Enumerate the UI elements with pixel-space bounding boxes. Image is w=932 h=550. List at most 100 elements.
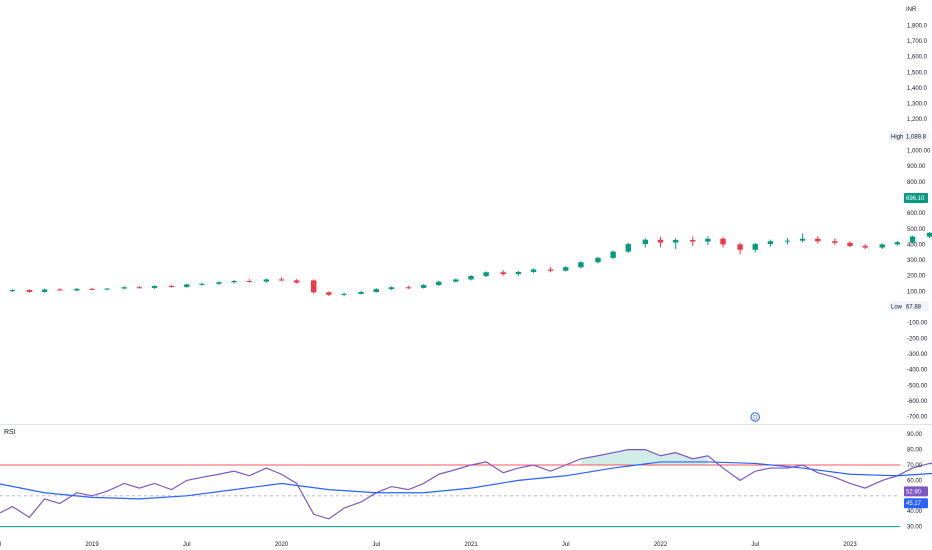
candle-body[interactable] bbox=[184, 284, 190, 287]
time-axis-label: Jul bbox=[0, 542, 1, 548]
candle-body[interactable] bbox=[705, 238, 711, 242]
candle-body[interactable] bbox=[610, 251, 616, 258]
candle-body[interactable] bbox=[216, 282, 222, 284]
candle-body[interactable] bbox=[515, 271, 522, 275]
rsi-value-label: 52.90 bbox=[906, 489, 922, 495]
candle-body[interactable] bbox=[625, 244, 631, 252]
candle-body[interactable] bbox=[468, 276, 474, 280]
price-axis-label: 1,600.0 bbox=[907, 55, 928, 61]
candle-body[interactable] bbox=[690, 240, 696, 242]
candle-body[interactable] bbox=[672, 240, 679, 243]
candle-body[interactable] bbox=[862, 245, 868, 248]
time-axis-label: Jul bbox=[183, 542, 191, 548]
price-axis[interactable]: 1,800.0 1,700.0 1,600.0 1,500.0 1,400.0 1,300… bbox=[904, 23, 931, 421]
price-axis-label: -600.00 bbox=[907, 399, 928, 405]
candle-body[interactable] bbox=[388, 287, 395, 290]
candle-body[interactable] bbox=[151, 286, 158, 288]
candle-body[interactable] bbox=[373, 289, 379, 292]
candle-body[interactable] bbox=[642, 239, 649, 245]
price-axis-label: 500.00 bbox=[907, 227, 926, 233]
price-axis-label: 900.00 bbox=[907, 164, 926, 170]
price-axis-label: 1,200.0 bbox=[907, 117, 928, 123]
price-axis-label: -100.00 bbox=[907, 321, 928, 327]
rsi-pane[interactable] bbox=[0, 440, 932, 528]
price-axis-label: -500.00 bbox=[907, 383, 928, 389]
candle-body[interactable] bbox=[530, 269, 537, 272]
candle-body[interactable] bbox=[341, 293, 347, 295]
time-axis-label: Jul bbox=[562, 542, 570, 548]
candle-body[interactable] bbox=[263, 279, 270, 282]
candle-body[interactable] bbox=[879, 244, 885, 248]
high-label: High bbox=[891, 134, 903, 140]
candle-body[interactable] bbox=[293, 280, 300, 283]
candle-body[interactable] bbox=[832, 241, 838, 243]
candle-body[interactable] bbox=[121, 287, 127, 289]
candle-body[interactable] bbox=[104, 288, 110, 290]
time-axis[interactable]: Jul2019Jul2020Jul2021Jul2022Jul2023Jul20… bbox=[0, 542, 932, 548]
candle-body[interactable] bbox=[894, 242, 901, 245]
candle-body[interactable] bbox=[420, 285, 427, 288]
candle-body[interactable] bbox=[74, 288, 80, 291]
candle-body[interactable] bbox=[752, 244, 758, 250]
candle-body[interactable] bbox=[246, 281, 252, 283]
candle-body[interactable] bbox=[26, 290, 33, 292]
candle-body[interactable] bbox=[547, 269, 554, 271]
price-pane[interactable] bbox=[0, 136, 932, 297]
time-axis-label: 2023 bbox=[843, 542, 857, 548]
price-axis-label: 600.00 bbox=[907, 211, 926, 217]
candle-body[interactable] bbox=[657, 239, 664, 243]
candle-body[interactable] bbox=[231, 281, 237, 283]
candle-body[interactable] bbox=[41, 289, 48, 292]
candle-body[interactable] bbox=[767, 241, 774, 245]
candle-body[interactable] bbox=[311, 280, 317, 293]
time-axis-label: Jul bbox=[372, 542, 380, 548]
last-price-tag bbox=[904, 193, 928, 204]
price-axis-label: 800.00 bbox=[907, 180, 926, 186]
candle-body[interactable] bbox=[847, 242, 853, 246]
candle-body[interactable] bbox=[9, 290, 16, 292]
price-axis-label: 1,700.0 bbox=[907, 39, 928, 45]
candle-body[interactable] bbox=[199, 283, 205, 285]
high-low-labels: High 1,089.8 Low 67.88 bbox=[889, 131, 929, 312]
candle-body[interactable] bbox=[57, 289, 63, 291]
rsi-line[interactable] bbox=[0, 440, 932, 520]
rsi-axis-label: 60.00 bbox=[907, 478, 923, 484]
event-markers: DDDEEEDEEEEEDESE bbox=[750, 412, 760, 422]
candle-body[interactable] bbox=[326, 292, 332, 295]
candle-body[interactable] bbox=[737, 244, 743, 250]
candle-body[interactable] bbox=[563, 267, 569, 271]
candle-body[interactable] bbox=[358, 291, 364, 294]
time-axis-label: 2022 bbox=[654, 542, 668, 548]
price-axis-label: 100.00 bbox=[907, 289, 926, 295]
price-axis-label: 400.00 bbox=[907, 242, 926, 248]
candle-body[interactable] bbox=[168, 286, 175, 288]
candle-body[interactable] bbox=[909, 236, 916, 243]
rsi-value-tag bbox=[904, 486, 928, 497]
candle-body[interactable] bbox=[436, 281, 442, 286]
candle-body[interactable] bbox=[500, 272, 506, 275]
rsi-ma-tag bbox=[904, 498, 928, 509]
candle-body[interactable] bbox=[926, 232, 932, 237]
candle-body[interactable] bbox=[815, 238, 821, 242]
time-axis-label: 2019 bbox=[85, 542, 99, 548]
price-axis-label: -200.00 bbox=[907, 336, 928, 342]
candle-body[interactable] bbox=[720, 238, 726, 245]
candle-body[interactable] bbox=[278, 279, 285, 281]
candle-body[interactable] bbox=[136, 287, 143, 289]
candle-body[interactable] bbox=[799, 238, 806, 241]
candle-body[interactable] bbox=[595, 257, 601, 263]
candle-body[interactable] bbox=[784, 240, 791, 242]
candle-body[interactable] bbox=[483, 272, 489, 277]
rsi-axis[interactable]: 90.00 80.00 70.00 60.00 40.00 30.00 52.90 45.17 bbox=[904, 432, 928, 531]
candle-body[interactable] bbox=[453, 279, 459, 282]
price-axis-label: 300.00 bbox=[907, 258, 926, 264]
candle-body[interactable] bbox=[89, 288, 95, 290]
candle-body[interactable] bbox=[405, 287, 412, 289]
rsi-axis-label: 30.00 bbox=[907, 525, 923, 531]
time-axis-label: Jul bbox=[751, 542, 759, 548]
rsi-axis-label: 40.00 bbox=[907, 509, 923, 515]
candle-body[interactable] bbox=[578, 262, 584, 268]
rsi-indicator-title[interactable]: RSI bbox=[4, 429, 16, 436]
rsi-ma-line[interactable] bbox=[0, 453, 932, 504]
